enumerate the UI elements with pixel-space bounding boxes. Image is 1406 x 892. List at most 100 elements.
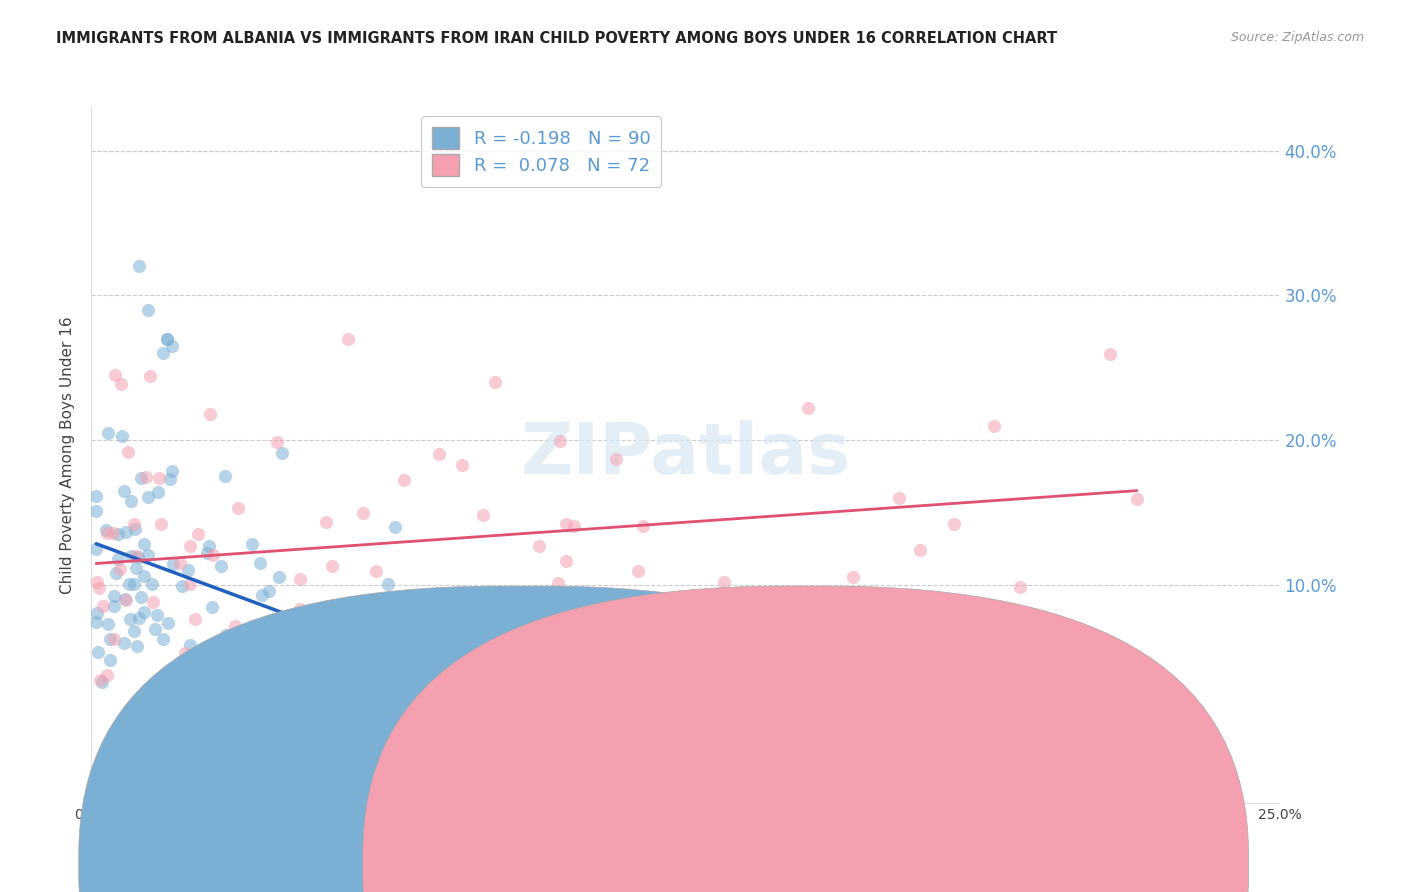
Point bbox=[162, 464, 184, 478]
Point bbox=[226, 501, 249, 516]
Point bbox=[797, 591, 820, 606]
Point bbox=[112, 636, 135, 650]
Point bbox=[228, 644, 250, 658]
Point bbox=[128, 260, 150, 274]
Point bbox=[555, 516, 578, 531]
Point bbox=[187, 526, 209, 541]
Point bbox=[148, 485, 170, 500]
Point bbox=[315, 515, 337, 529]
Point bbox=[252, 625, 274, 640]
Point bbox=[111, 428, 134, 442]
Point bbox=[450, 458, 472, 472]
Point bbox=[110, 561, 132, 575]
Point bbox=[209, 559, 232, 574]
Point bbox=[115, 593, 138, 607]
Point bbox=[364, 564, 387, 578]
Point bbox=[179, 540, 201, 554]
Point bbox=[401, 697, 423, 711]
Point bbox=[363, 675, 385, 690]
Point bbox=[384, 519, 406, 533]
Point bbox=[136, 490, 159, 504]
Point bbox=[134, 698, 156, 713]
Point bbox=[276, 693, 298, 707]
Point bbox=[550, 434, 572, 449]
Point bbox=[165, 694, 187, 708]
Point bbox=[103, 632, 125, 646]
Point bbox=[240, 537, 263, 551]
Point bbox=[149, 702, 172, 716]
Point bbox=[127, 549, 149, 564]
Point bbox=[214, 469, 236, 483]
Point bbox=[288, 572, 311, 586]
Point bbox=[257, 583, 280, 598]
Point bbox=[125, 560, 148, 574]
Point bbox=[751, 605, 773, 619]
Point bbox=[174, 646, 197, 660]
Point bbox=[983, 419, 1005, 434]
Point bbox=[271, 446, 294, 460]
Point bbox=[107, 526, 129, 541]
Point bbox=[942, 516, 965, 531]
Point bbox=[797, 401, 820, 415]
Point bbox=[84, 615, 107, 629]
Text: IMMIGRANTS FROM ALBANIA VS IMMIGRANTS FROM IRAN CHILD POVERTY AMONG BOYS UNDER 1: IMMIGRANTS FROM ALBANIA VS IMMIGRANTS FR… bbox=[56, 31, 1057, 46]
Point bbox=[198, 539, 221, 553]
Point bbox=[124, 624, 146, 638]
Point bbox=[107, 552, 129, 566]
Point bbox=[547, 576, 569, 591]
Point bbox=[842, 570, 865, 584]
Point bbox=[145, 623, 167, 637]
Point bbox=[120, 494, 142, 508]
Point bbox=[117, 444, 139, 458]
Point bbox=[136, 548, 159, 562]
Point bbox=[96, 668, 118, 682]
Point bbox=[134, 605, 156, 619]
Point bbox=[302, 708, 325, 723]
Point bbox=[197, 546, 219, 560]
Point bbox=[294, 673, 316, 687]
Point bbox=[160, 339, 183, 353]
Point bbox=[135, 470, 157, 484]
Point bbox=[215, 627, 238, 641]
Point bbox=[1010, 581, 1032, 595]
Point bbox=[887, 491, 910, 506]
Point bbox=[427, 447, 450, 461]
Point bbox=[179, 577, 201, 591]
Point bbox=[84, 489, 107, 503]
Point bbox=[124, 522, 146, 536]
Point bbox=[103, 525, 125, 540]
Point bbox=[337, 332, 360, 346]
Point bbox=[118, 576, 141, 591]
Point bbox=[555, 553, 578, 567]
Point bbox=[207, 708, 229, 723]
Point bbox=[215, 643, 238, 657]
Point bbox=[146, 607, 169, 622]
Point bbox=[319, 708, 342, 723]
Point bbox=[84, 541, 107, 556]
Point bbox=[201, 599, 224, 614]
Point bbox=[91, 599, 114, 613]
Legend: R = -0.198   N = 90, R =  0.078   N = 72: R = -0.198 N = 90, R = 0.078 N = 72 bbox=[422, 116, 661, 187]
Point bbox=[713, 575, 735, 590]
Point bbox=[104, 368, 127, 383]
Point bbox=[184, 612, 207, 626]
Point bbox=[169, 708, 191, 723]
Point bbox=[352, 506, 374, 520]
Point bbox=[281, 708, 304, 723]
Point bbox=[307, 606, 329, 620]
Point bbox=[562, 518, 585, 533]
Point bbox=[97, 425, 120, 440]
Point bbox=[908, 543, 931, 558]
Point bbox=[142, 595, 165, 609]
Point bbox=[96, 526, 118, 541]
Point bbox=[249, 556, 271, 570]
Point bbox=[98, 632, 121, 647]
Point bbox=[627, 564, 650, 578]
Point bbox=[321, 558, 343, 573]
Point bbox=[471, 508, 494, 522]
Text: Immigrants from Iran: Immigrants from Iran bbox=[837, 852, 1000, 867]
Point bbox=[377, 576, 399, 591]
Point bbox=[169, 556, 191, 570]
Point bbox=[90, 675, 112, 690]
Point bbox=[202, 548, 225, 562]
